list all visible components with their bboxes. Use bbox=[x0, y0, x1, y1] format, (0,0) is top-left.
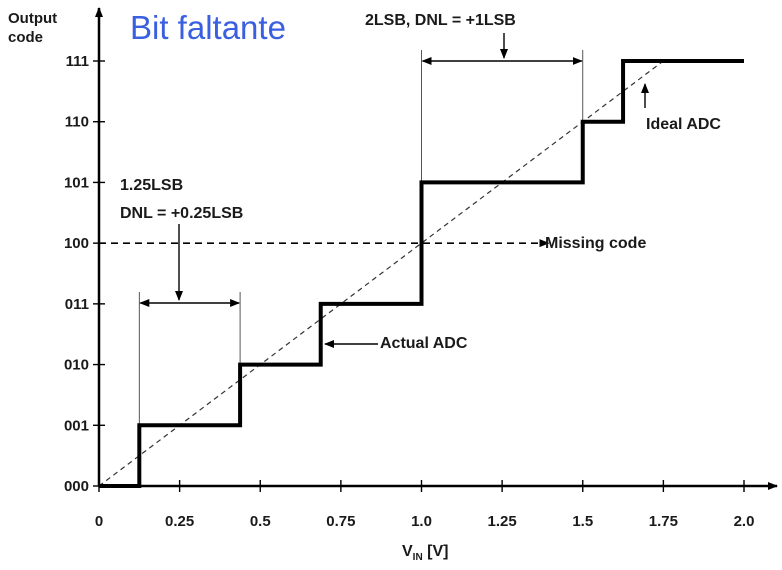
x-tick-label: 0.75 bbox=[326, 513, 355, 530]
dnl-small-label-line1: 1.25LSB bbox=[120, 177, 183, 194]
ideal-adc-label: Ideal ADC bbox=[646, 116, 721, 133]
series-layer bbox=[98, 59, 744, 488]
dnl-small-label-line2: DNL = +0.25LSB bbox=[120, 205, 243, 222]
x-tick-label: 2.0 bbox=[734, 513, 755, 530]
chart-title: Bit faltante bbox=[130, 9, 286, 46]
y-axis-label-line2: code bbox=[8, 29, 43, 46]
annotation-layer bbox=[138, 33, 649, 426]
actual-adc-staircase bbox=[99, 59, 744, 488]
y-axis-label-line1: Output bbox=[8, 10, 57, 27]
x-tick-label: 1.25 bbox=[488, 513, 517, 530]
x-tick-label: 1.75 bbox=[649, 513, 678, 530]
y-tick-label: 011 bbox=[65, 296, 89, 313]
x-tick-label: 1.5 bbox=[572, 513, 593, 530]
x-tick-label: 0.5 bbox=[250, 513, 271, 530]
x-tick-label: 1.0 bbox=[411, 513, 432, 530]
y-tick-label: 010 bbox=[64, 357, 89, 374]
axes bbox=[93, 7, 778, 492]
y-tick-label: 110 bbox=[65, 114, 89, 131]
y-tick-label: 101 bbox=[64, 174, 89, 191]
actual-adc-label: Actual ADC bbox=[380, 335, 468, 352]
y-tick-label: 000 bbox=[64, 478, 89, 495]
y-tick-label: 111 bbox=[66, 53, 89, 70]
missing-code-label: Missing code bbox=[545, 235, 646, 252]
y-tick-label: 001 bbox=[64, 417, 89, 434]
ideal-adc-line bbox=[98, 60, 664, 487]
x-tick-label: 0 bbox=[95, 513, 103, 530]
y-tick-label: 100 bbox=[64, 235, 89, 252]
dnl-large-label: 2LSB, DNL = +1LSB bbox=[365, 12, 516, 29]
x-axis-label: VIN [V] bbox=[402, 543, 448, 563]
x-tick-label: 0.25 bbox=[165, 513, 194, 530]
